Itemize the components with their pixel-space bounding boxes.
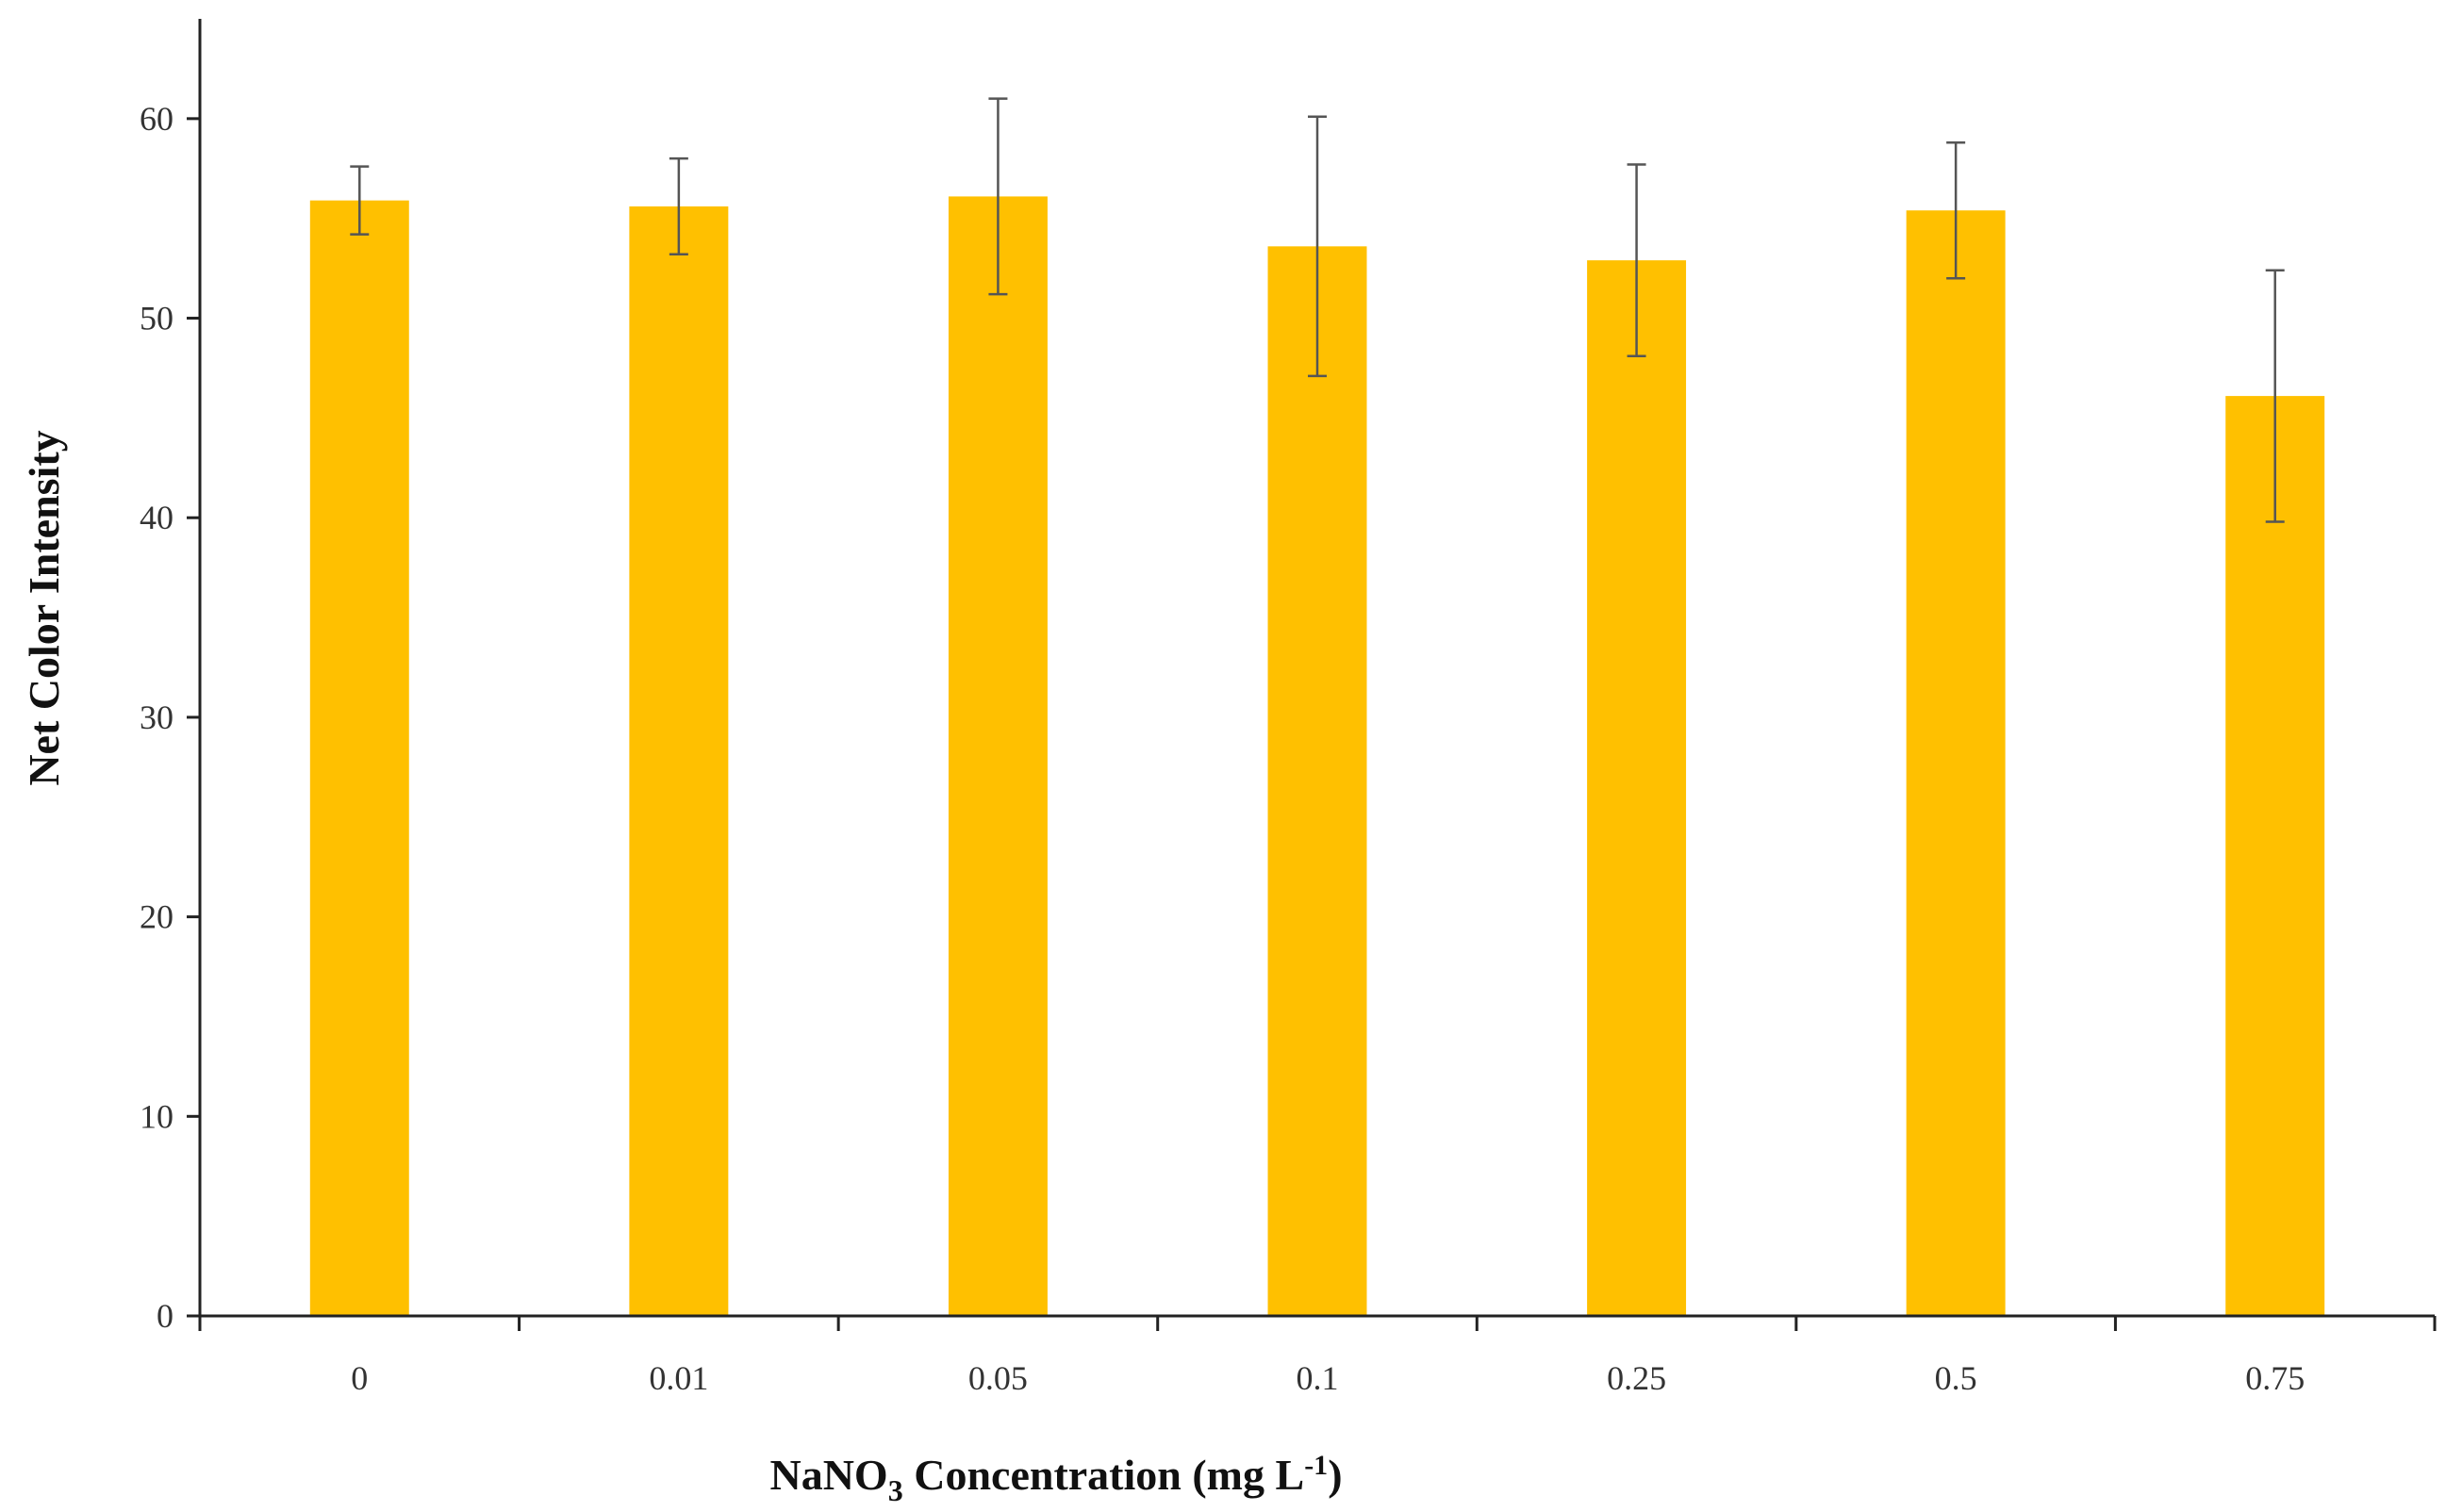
y-tick-label: 10 (140, 1097, 174, 1135)
y-tick-label: 20 (140, 898, 174, 936)
x-axis-title-post: ) (1328, 1451, 1342, 1499)
x-axis-ticks: 0 0.01 0.05 0.1 0.25 0.5 0.75 (198, 1316, 2437, 1397)
bar-0.5 (1906, 210, 2006, 1316)
y-axis-title: Net Color Intensity (20, 430, 68, 785)
x-tick-label: 0.05 (968, 1359, 1028, 1397)
y-tick-label: 60 (140, 100, 174, 138)
y-tick-label: 0 (157, 1297, 174, 1335)
error-bars-group (350, 97, 2285, 523)
bar-0.1 (1267, 246, 1367, 1316)
bar-0.25 (1587, 260, 1687, 1316)
x-tick-label: 0.25 (1607, 1359, 1666, 1397)
y-tick-label: 40 (140, 499, 174, 536)
bar-0.75 (2225, 396, 2325, 1316)
y-axis-ticks: 0 10 20 30 40 50 60 (140, 100, 200, 1335)
x-axis-title-pre: NaNO (769, 1451, 887, 1499)
x-tick-label: 0.75 (2245, 1359, 2305, 1397)
x-axis-title: NaNO3 Concentration (mg L-1) (769, 1450, 1342, 1507)
y-tick-label: 30 (140, 698, 174, 736)
bars-group (309, 196, 2325, 1317)
bar-0.05 (948, 196, 1048, 1317)
x-tick-label: 0.5 (1935, 1359, 1977, 1397)
y-tick-label: 50 (140, 300, 174, 337)
bar-0.01 (629, 205, 729, 1317)
x-tick-label: 0.01 (649, 1359, 708, 1397)
x-tick-label: 0 (351, 1359, 368, 1397)
x-axis-title-mid: Concentration (mg L (903, 1451, 1304, 1499)
x-axis-title-subscript: 3 (888, 1473, 903, 1507)
x-axis-title-superscript: -1 (1304, 1450, 1328, 1481)
x-tick-label: 0.1 (1297, 1359, 1339, 1397)
bar-0 (309, 200, 409, 1316)
